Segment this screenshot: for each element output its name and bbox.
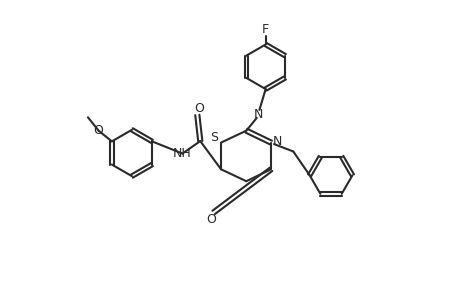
Text: O: O	[94, 124, 103, 137]
Text: N: N	[272, 135, 282, 148]
Text: O: O	[206, 213, 216, 226]
Text: S: S	[209, 131, 217, 144]
Text: F: F	[262, 23, 269, 36]
Text: N: N	[253, 108, 263, 121]
Text: O: O	[194, 102, 204, 115]
Text: NH: NH	[173, 147, 191, 160]
